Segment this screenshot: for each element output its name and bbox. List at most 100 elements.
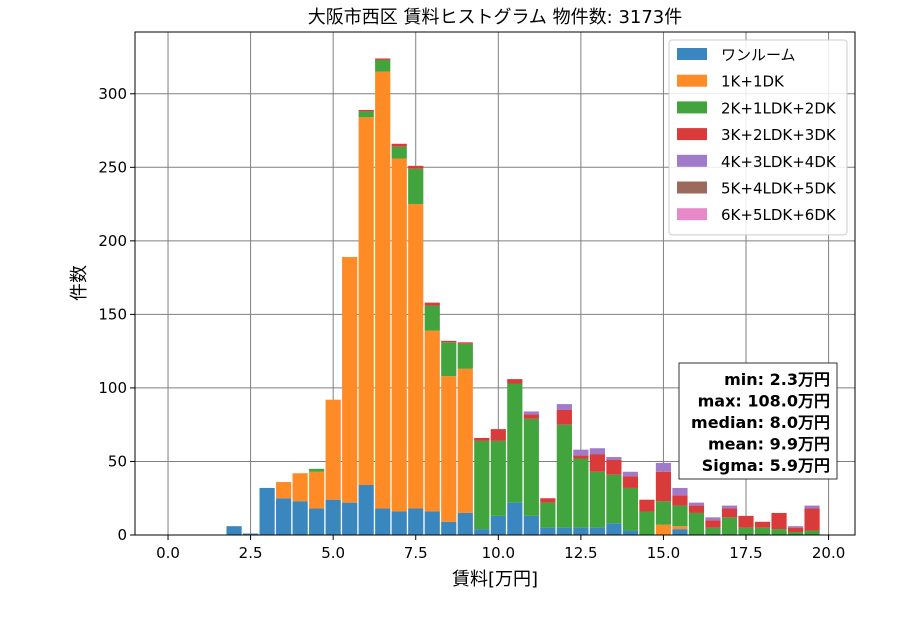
- bar-series-0-bin-14: [457, 512, 473, 535]
- bar-series-3-bin-19: [540, 498, 556, 503]
- bar-series-0-bin-22: [589, 527, 605, 535]
- legend-label-3: 3K+2LDK+3DK: [721, 126, 837, 144]
- bar-series-0-bin-9: [375, 508, 391, 535]
- bar-series-1-bin-11: [408, 204, 424, 509]
- x-tick-label-5: 12.5: [564, 544, 597, 562]
- bar-series-1-bin-14: [457, 368, 473, 513]
- bar-series-2-bin-27: [672, 505, 688, 527]
- bar-series-0-bin-18: [523, 515, 539, 535]
- legend-label-4: 4K+3LDK+4DK: [721, 153, 837, 171]
- x-tick-label-4: 10.0: [482, 544, 515, 562]
- legend-label-6: 6K+5LDK+6DK: [721, 206, 837, 224]
- bar-series-3-bin-16: [490, 429, 506, 441]
- bars: [226, 58, 820, 535]
- bar-series-3-bin-21: [573, 455, 589, 459]
- bar-series-1-bin-26: [655, 524, 672, 535]
- bar-series-2-bin-13: [441, 342, 457, 377]
- bar-series-4-bin-27: [672, 487, 688, 496]
- bar-series-3-bin-8: [358, 109, 374, 112]
- bar-series-2-bin-28: [688, 512, 705, 535]
- bar-series-2-bin-24: [622, 487, 639, 531]
- bar-series-2-bin-10: [391, 146, 407, 159]
- bar-series-1-bin-6: [325, 399, 341, 500]
- axis-ticks: 0.0 2.5 5.0 7.5 10.0 12.5 15.0 17.5 20.0 0 50 100 15…: [98, 85, 845, 562]
- bar-series-3-bin-17: [507, 379, 523, 384]
- bar-series-2-bin-19: [540, 502, 556, 528]
- x-tick-label-7: 17.5: [729, 544, 762, 562]
- bar-series-0-bin-2: [259, 487, 275, 535]
- bar-series-0-bin-21: [573, 527, 589, 535]
- bar-series-2-bin-33: [771, 529, 787, 535]
- legend-swatch-0: [677, 48, 707, 60]
- legend-label-0: ワンルーム: [721, 46, 796, 64]
- bar-series-2-bin-26: [655, 501, 672, 525]
- stats-annotation-box: min: 2.3万円 max: 108.0万円 median: 8.0万円 mean:…: [678, 362, 838, 480]
- bar-series-3-bin-26: [655, 471, 672, 502]
- bar-series-0-bin-16: [490, 515, 506, 535]
- bar-series-0-bin-20: [556, 527, 572, 535]
- bar-series-0-bin-23: [606, 523, 622, 535]
- y-tick-label-3: 150: [98, 305, 127, 323]
- y-tick-label-2: 100: [98, 379, 127, 397]
- legend-swatch-5: [677, 181, 707, 194]
- legend-swatch-1: [677, 74, 707, 87]
- bar-series-2-bin-20: [556, 424, 572, 528]
- bar-series-4-bin-23: [606, 457, 622, 460]
- bar-series-0-bin-11: [408, 508, 424, 535]
- stats-box-frame: [678, 362, 838, 480]
- bar-series-4-bin-35: [804, 505, 820, 509]
- bar-series-0-bin-19: [540, 527, 556, 535]
- stats-line-0: min: 2.3万円: [724, 370, 830, 389]
- legend-swatch-2: [677, 101, 707, 114]
- bar-series-3-bin-31: [738, 515, 754, 528]
- y-tick-label-0: 0: [117, 526, 127, 544]
- bar-series-0-bin-6: [325, 499, 341, 535]
- bar-series-4-bin-34: [787, 526, 804, 528]
- bar-series-3-bin-14: [457, 342, 473, 344]
- bar-series-2-bin-9: [375, 59, 391, 72]
- bar-series-3-bin-18: [523, 414, 539, 419]
- bar-series-3-bin-11: [408, 165, 424, 169]
- bar-series-2-bin-22: [589, 471, 605, 528]
- bar-series-1-bin-13: [441, 376, 457, 522]
- bar-series-3-bin-33: [771, 512, 787, 530]
- bar-series-1-bin-4: [292, 473, 308, 502]
- bar-series-1-bin-8: [358, 117, 374, 485]
- bar-series-1-bin-10: [391, 158, 407, 512]
- chart-title: 大阪市西区 賃料ヒストグラム 物件数: 3173件: [308, 7, 683, 28]
- bar-series-3-bin-9: [375, 58, 391, 60]
- stats-line-4: Sigma: 5.9万円: [702, 456, 830, 475]
- stats-line-1: max: 108.0万円: [698, 392, 830, 411]
- y-tick-label-4: 200: [98, 232, 127, 250]
- bar-series-2-bin-17: [507, 383, 523, 503]
- bar-series-1-bin-5: [309, 471, 325, 509]
- bar-series-1-bin-12: [424, 330, 440, 512]
- legend-box: [668, 39, 848, 236]
- bar-series-0-bin-4: [292, 501, 308, 535]
- bar-series-3-bin-20: [556, 409, 572, 425]
- x-tick-label-1: 2.5: [239, 544, 263, 562]
- stats-line-2: median: 8.0万円: [691, 413, 830, 432]
- bar-series-0-bin-12: [424, 511, 440, 535]
- bar-series-3-bin-34: [787, 527, 804, 533]
- bar-series-4-bin-20: [556, 404, 572, 410]
- bar-series-1-bin-3: [276, 482, 292, 499]
- bar-series-3-bin-24: [622, 476, 639, 488]
- legend-swatch-3: [677, 128, 707, 141]
- bar-series-0-bin-13: [441, 521, 457, 535]
- bar-series-2-bin-32: [754, 527, 771, 535]
- bar-series-4-bin-30: [721, 505, 738, 509]
- bar-series-3-bin-29: [705, 520, 721, 528]
- bar-series-4-bin-29: [705, 517, 721, 521]
- bar-series-1-bin-27: [672, 526, 688, 530]
- legend-label-5: 5K+4LDK+5DK: [721, 180, 837, 198]
- bar-series-0-bin-27: [672, 529, 688, 535]
- bar-series-2-bin-15: [474, 440, 490, 530]
- bar-series-0-bin-5: [309, 508, 325, 535]
- legend: ワンルーム 1K+1DK 2K+1LDK+2DK 3K+2LDK+3DK 4K+3LDK…: [668, 39, 848, 236]
- bar-series-2-bin-14: [457, 343, 473, 369]
- legend-label-1: 1K+1DK: [721, 73, 785, 91]
- bar-series-4-bin-24: [622, 471, 639, 477]
- bar-series-0-bin-15: [474, 529, 490, 535]
